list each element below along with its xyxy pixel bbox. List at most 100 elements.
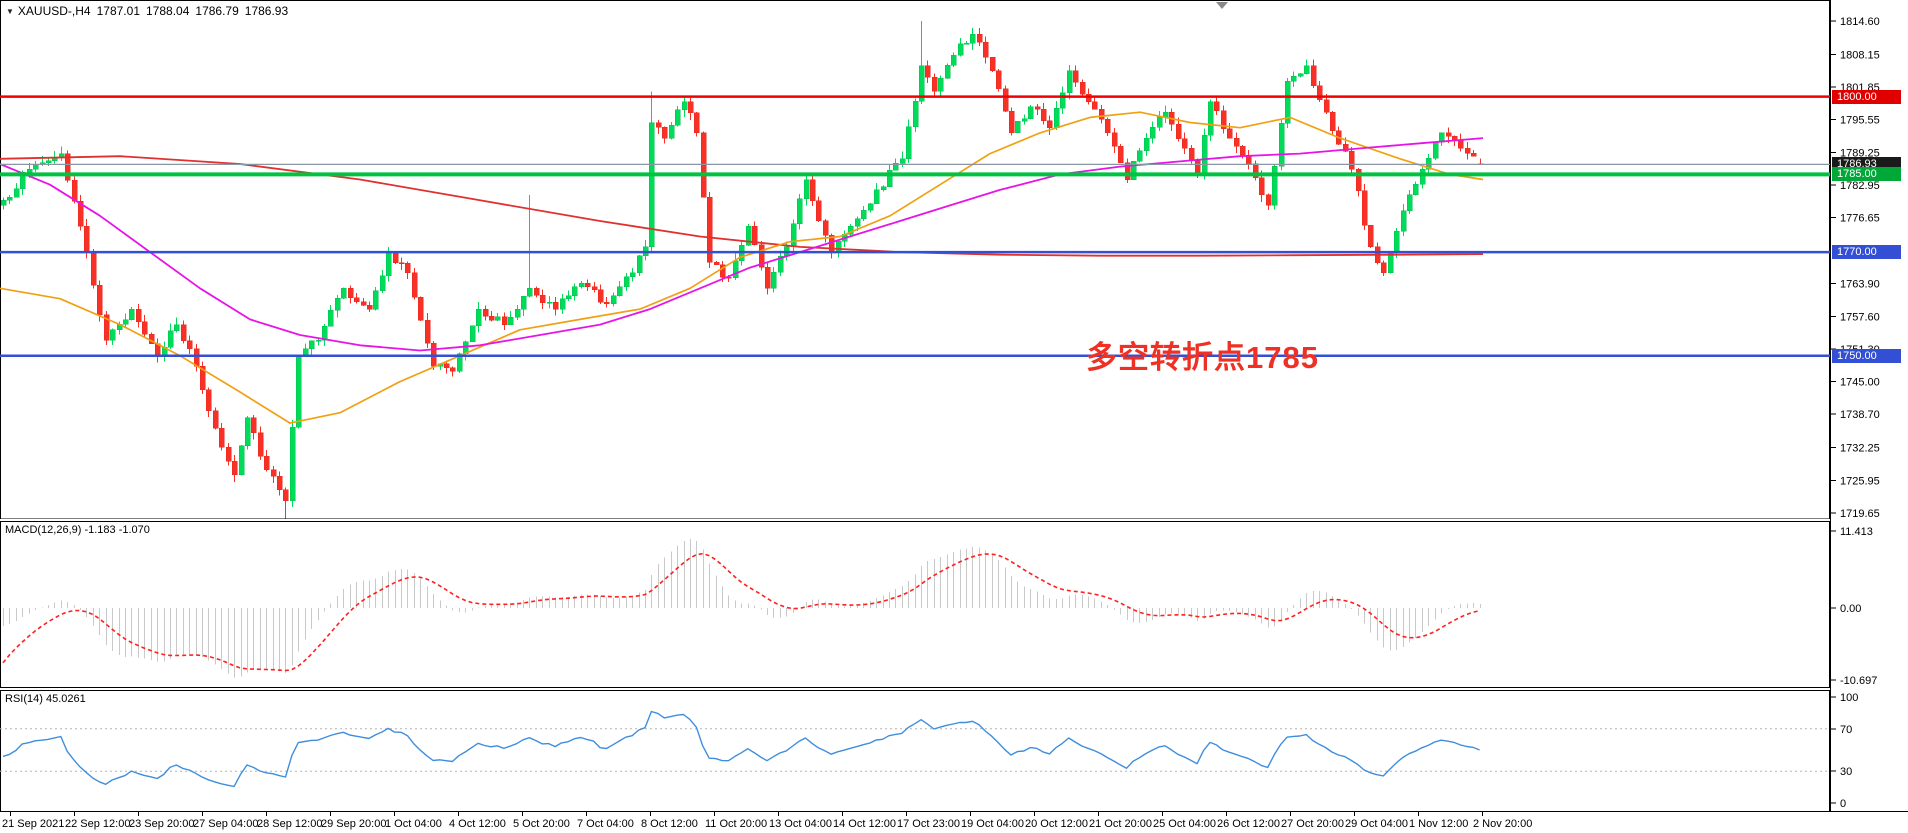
candle-body [353,297,360,302]
candle-body [681,101,688,110]
candle-body [976,34,983,43]
candle-body [238,445,245,476]
candle-body [71,179,78,202]
ma-red-slow[interactable] [0,155,1484,257]
candle-body [45,160,52,164]
candle-body [995,70,1002,89]
ohlc-high: 1788.04 [146,4,190,18]
panel-separator[interactable] [0,688,1830,690]
ohlc-close: 1786.93 [244,4,289,18]
candle-body [122,319,129,325]
candle-body [809,179,816,202]
candle-body [398,262,405,265]
time-label: 21 Oct 20:00 [1089,818,1152,830]
chart-shift-marker-icon[interactable] [1216,2,1228,9]
candle-body [1002,88,1009,112]
candle-body [1175,124,1182,140]
panel-separator[interactable] [0,519,1830,521]
candle-body [1464,148,1471,154]
candle-body [1104,118,1111,134]
candle-body [257,432,264,457]
candle-body [905,126,912,160]
candle-body [552,301,559,310]
macd-histogram[interactable] [3,539,1481,678]
ma-magenta-fast[interactable] [0,137,1484,352]
candle-body [533,288,540,296]
candle-body [584,282,591,288]
candle-body [250,417,257,433]
candle-body [1323,99,1330,113]
time-label: 22 Sep 12:00 [65,818,130,830]
candle-body [1226,128,1233,139]
candle-body [745,225,752,246]
candle-body [469,325,476,342]
candle-body [1265,194,1272,206]
rsi-line[interactable] [2,710,1480,788]
axis-label: 0 [1840,798,1846,810]
candle-body [347,288,354,299]
candle-body [270,469,277,477]
candle-body [1233,137,1240,147]
candle-body [263,456,270,470]
candle-body [655,122,662,128]
candle-body [777,256,784,273]
candle-body [610,295,617,305]
chart-text-annotation[interactable]: 多空转折点1785 [1086,340,1319,375]
price-badge-1785: 1785.00 [1832,167,1901,181]
candle-body [886,169,893,187]
candle-body [96,285,103,316]
time-label: 29 Oct 04:00 [1345,818,1408,830]
candle-body [289,426,296,502]
collapse-arrow-icon[interactable]: ▼ [6,7,14,16]
candle-body [1143,137,1150,152]
axis-label: 70 [1840,724,1852,736]
macd-signal-line[interactable] [2,552,1480,672]
axis-label: 1732.25 [1840,443,1880,455]
candle-body [912,100,919,127]
candle-body [1245,155,1252,165]
candle-body [790,223,797,248]
panel-frame-1 [0,521,1830,688]
candle-body [661,126,668,139]
candle-body [982,41,989,58]
candle-body [924,65,931,78]
axis-label: 1719.65 [1840,508,1880,520]
ohlc-open: 1787.01 [96,4,140,18]
candle-body [6,196,13,201]
candle-body [873,189,880,204]
candle-body [411,272,418,298]
candle-body [1239,145,1246,156]
panel-frame-2 [0,690,1830,812]
candle-body [693,112,700,134]
candle-body [1098,109,1105,120]
axis-label: 30 [1840,766,1852,778]
candle-bodies[interactable] [0,34,1484,502]
candle-body [854,218,861,227]
candle-body [1181,138,1188,149]
ma-orange-medium[interactable] [0,111,1484,424]
candle-body [1053,107,1060,128]
time-label: 7 Oct 04:00 [577,818,634,830]
candle-body [225,446,232,462]
time-label: 29 Sep 20:00 [321,818,386,830]
symbol-timeframe-label: XAUUSD-,H4 [17,4,91,18]
macd-indicator-label: MACD(12,26,9) -1.183 -1.070 [5,524,150,536]
price-badge-1750: 1750.00 [1832,349,1901,363]
candle-body [1059,92,1066,109]
time-label: 25 Oct 04:00 [1153,818,1216,830]
candle-body [1201,135,1208,175]
candle-body [205,389,212,412]
time-label: 17 Oct 23:00 [897,818,960,830]
candle-body [1162,111,1169,117]
time-label: 14 Oct 12:00 [833,818,896,830]
candle-body [1124,162,1131,180]
candle-body [231,461,238,476]
candle-body [770,271,777,289]
candle-body [1072,70,1079,83]
price-axis[interactable]: 1814.601808.151801.851795.551789.251782.… [1830,16,1880,810]
candle-body [1258,177,1265,195]
candle-body [539,294,546,304]
candle-body [591,286,598,290]
